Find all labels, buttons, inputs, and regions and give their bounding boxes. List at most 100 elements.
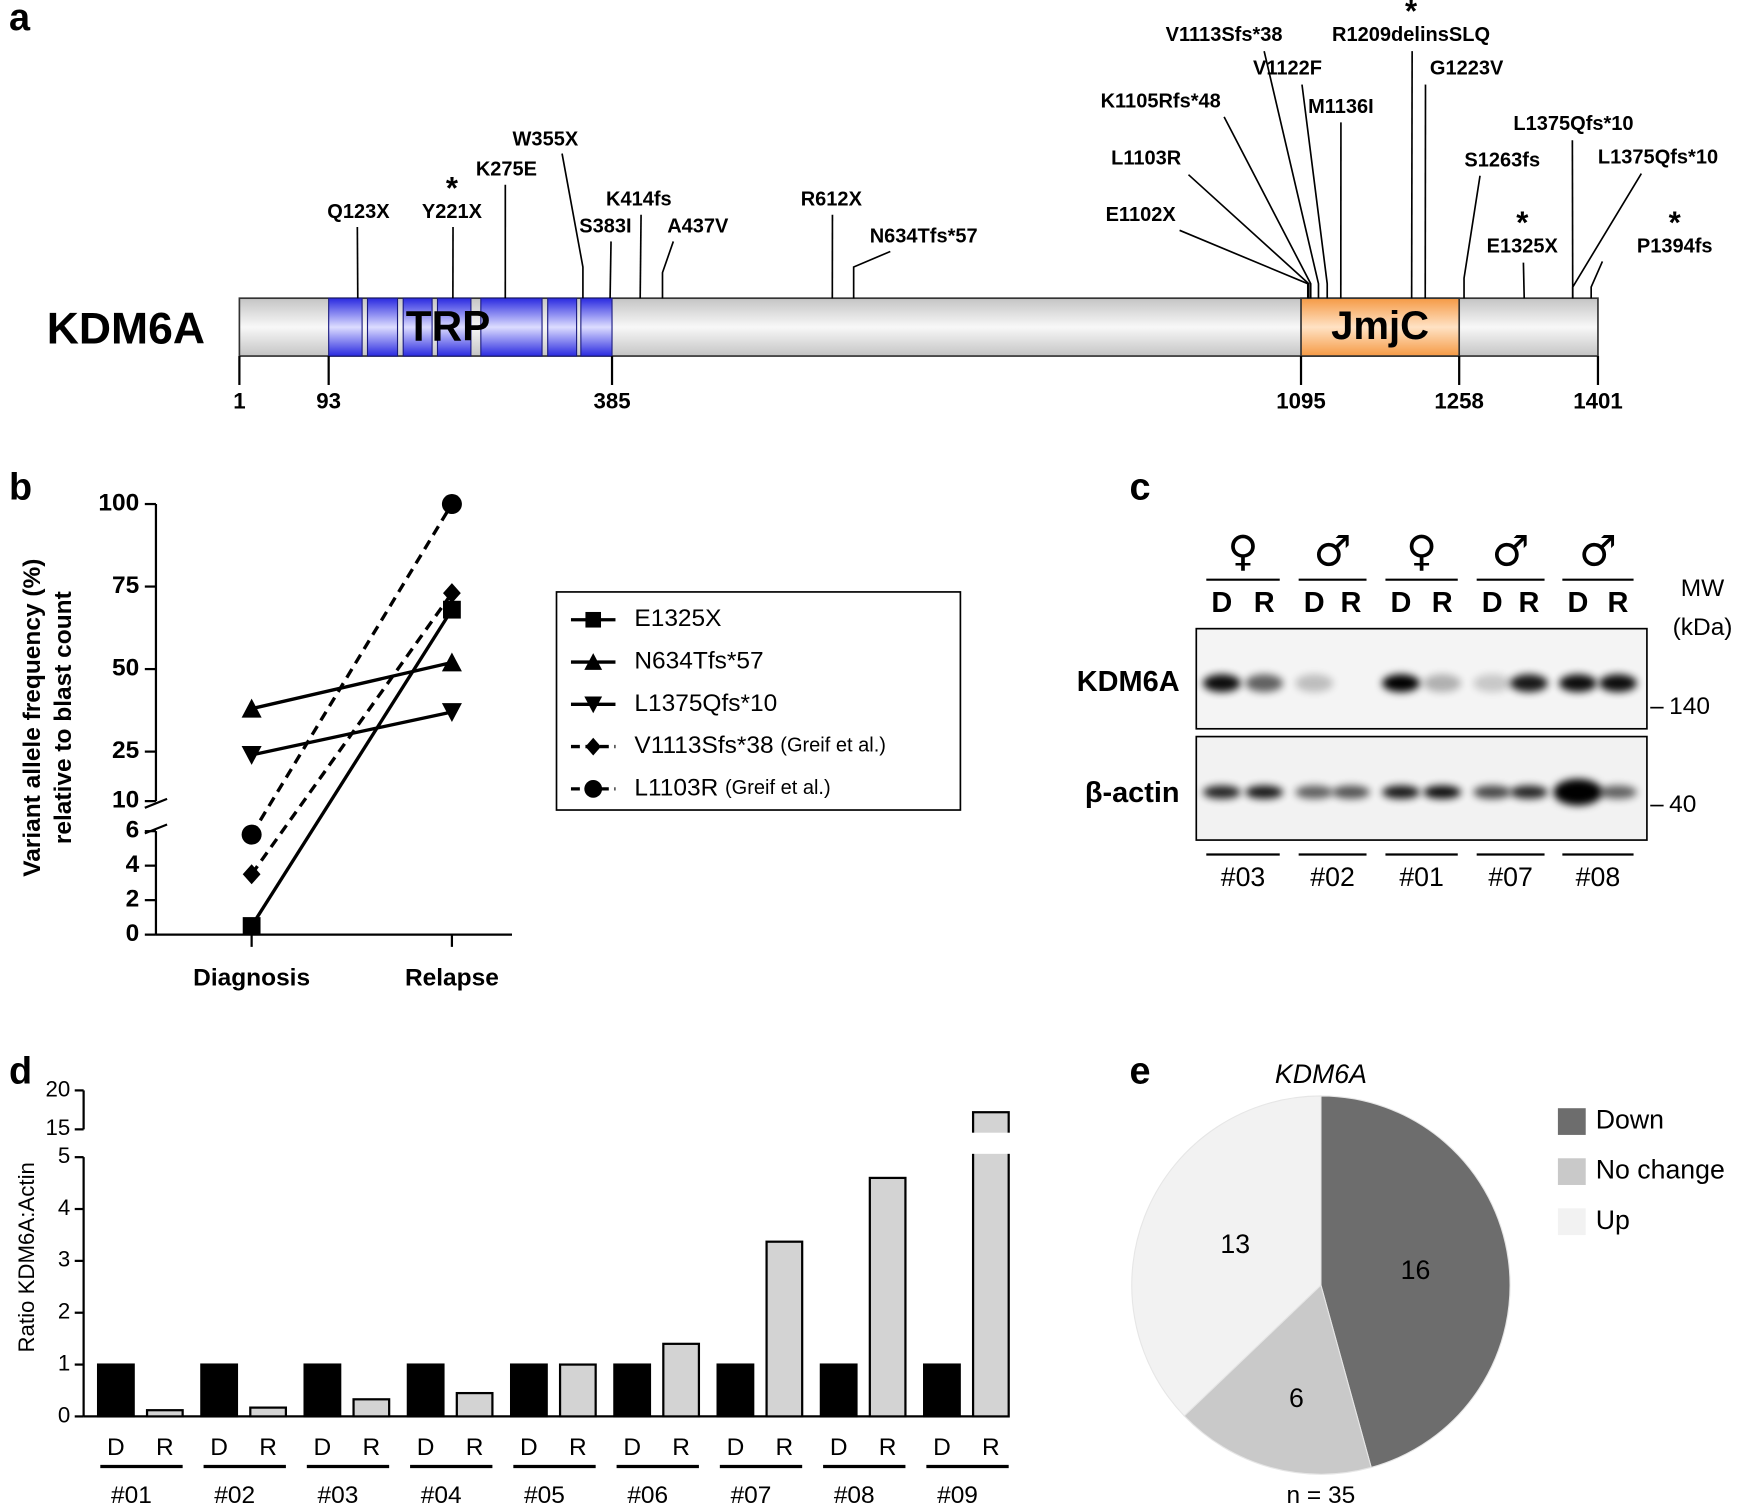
lane-label: D [1482, 587, 1503, 619]
mutation-label: K1105Rfs*48 [1101, 91, 1221, 113]
mutation-label: L1375Qfs*10 [1513, 113, 1633, 135]
legend-box [555, 591, 962, 811]
marker [241, 746, 262, 765]
pie-slice [1131, 1095, 1322, 1417]
sex-symbol: ♂ [1579, 527, 1617, 576]
lane-label: R [1608, 587, 1629, 619]
lane-label: R [1254, 587, 1275, 619]
mutation-line [561, 153, 584, 299]
legend-label: V1113Sfs*38 (Greif et al.) [634, 732, 886, 759]
lane-label: D [1304, 587, 1325, 619]
mutation-line [1223, 116, 1312, 299]
marker [443, 583, 461, 604]
y-tick-label: 75 [112, 572, 139, 599]
mutation-annotation: * [1405, 0, 1418, 29]
series-label: D [727, 1434, 745, 1461]
mutation-line [661, 241, 675, 299]
bar [455, 1391, 494, 1418]
series-label: R [466, 1434, 484, 1461]
series-line [251, 660, 453, 711]
mutation-annotation: * [1516, 205, 1529, 240]
legend-swatch [1557, 1158, 1586, 1185]
position-label: 1095 [1276, 389, 1326, 414]
band [1295, 674, 1334, 693]
mutation-line [1301, 84, 1329, 299]
mutation-label: R612X [801, 189, 863, 211]
bar [145, 1409, 184, 1418]
x-tick-label: #07 [731, 1482, 772, 1509]
series-label: D [107, 1434, 125, 1461]
pie-slice [1320, 1095, 1511, 1469]
mutation-label: V1113Sfs*38 [1166, 24, 1283, 46]
y-tick-label: 50 [112, 655, 139, 682]
series-label: D [417, 1434, 435, 1461]
band [1473, 785, 1512, 799]
series-label: D [314, 1434, 332, 1461]
mutation-label: K414fs [606, 189, 672, 211]
lane-label: R [1519, 587, 1540, 619]
series-label: R [776, 1434, 794, 1461]
legend-swatch [1557, 1208, 1586, 1236]
legend-marker [584, 696, 603, 714]
domain-repeat [402, 297, 433, 357]
legend-label: No change [1596, 1155, 1725, 1185]
mutation-line [609, 241, 612, 299]
y-tick-label: 4 [126, 851, 140, 878]
y-tick-label: 25 [112, 737, 139, 764]
mutation-line [639, 214, 642, 299]
bar [352, 1398, 391, 1418]
bar [765, 1240, 804, 1418]
series-label: D [933, 1434, 951, 1461]
x-tick-label: Relapse [405, 965, 499, 992]
domain-repeat [436, 297, 472, 357]
mw-title: (kDa) [1673, 614, 1733, 641]
legend-label: N634Tfs*57 [634, 648, 763, 675]
series-label: D [520, 1434, 538, 1461]
bar [613, 1363, 652, 1418]
series-line [250, 592, 454, 876]
bar [716, 1363, 755, 1418]
legend-label: L1103R (Greif et al.) [634, 774, 830, 801]
series-label: R [259, 1434, 277, 1461]
slice-label: 16 [1401, 1255, 1431, 1285]
domain-name: TRP [406, 303, 491, 350]
y-tick-label: 5 [58, 1143, 70, 1168]
marker [241, 698, 262, 718]
mutation-label: Y221X [422, 201, 483, 223]
mutation-line [1522, 262, 1526, 299]
mutation-label: K275E [476, 159, 537, 181]
legend-marker [584, 779, 603, 798]
x-tick-label: #05 [524, 1482, 565, 1509]
y-axis-title: Ratio KDM6A:Actin [14, 1162, 39, 1352]
series-label: R [879, 1434, 897, 1461]
mutation-line [1571, 173, 1643, 299]
series-label: D [210, 1434, 228, 1461]
band [1295, 785, 1334, 799]
sex-symbol: ♂ [1492, 527, 1530, 576]
bar [971, 1111, 1010, 1418]
marker [242, 917, 261, 935]
lane-label: D [1211, 587, 1232, 619]
bar [662, 1342, 701, 1418]
chart-note: n = 35 [1287, 1482, 1356, 1509]
mutation-line [1410, 51, 1413, 299]
mutation-label: L1375Qfs*10 [1598, 146, 1718, 168]
y-tick-label: 20 [46, 1076, 71, 1101]
sample-label: #08 [1576, 862, 1621, 892]
sample-label: #07 [1488, 862, 1533, 892]
lane-label: R [1341, 587, 1362, 619]
x-tick-label: #06 [627, 1482, 668, 1509]
mutation-label: S383I [579, 215, 631, 237]
position-label: 1 [233, 389, 245, 414]
band [1202, 674, 1241, 693]
y-tick-label: 0 [58, 1402, 70, 1427]
sample-label: #03 [1221, 862, 1266, 892]
mw-marker: 40 [1669, 791, 1696, 818]
mutation-label: N634Tfs*57 [870, 225, 978, 247]
bar [249, 1406, 288, 1418]
marker [441, 652, 462, 672]
y-tick-label: 1 [58, 1350, 70, 1375]
band [1559, 674, 1597, 693]
legend-marker [584, 653, 603, 670]
domain-name: JmjC [1331, 304, 1429, 348]
